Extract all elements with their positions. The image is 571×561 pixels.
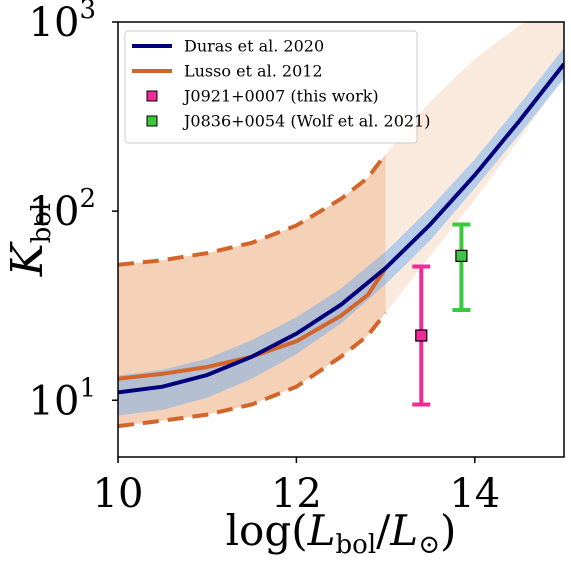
legend-label: Lusso et al. 2012 [184,62,323,81]
data-point-2 [452,222,471,313]
data-point-1 [412,264,431,407]
legend-label: J0836+0054 (Wolf et al. 2021) [182,112,430,131]
lusso-lower-dashed-line [118,311,388,429]
lusso-band [118,154,386,427]
legend-entry-1: Duras et al. 2020 [132,37,324,56]
y-axis-label: Kbol [2,203,57,278]
x-tick-label: 14 [449,471,500,517]
lusso-line [118,266,388,381]
legend-entry-2: Lusso et al. 2012 [132,62,323,81]
series-lines [118,62,564,429]
lusso-extension-band [385,22,564,313]
duras-band [118,47,564,416]
legend-label: J0921+0007 (this work) [182,87,379,106]
lusso-upper-dashed-line [118,152,388,267]
legend: Duras et al. 2020 Lusso et al. 2012 J0921+… [124,30,430,144]
x-tick-label: 10 [93,471,144,517]
y-tick-label: 102 [29,184,96,235]
duras-line [118,62,564,395]
legend-entry-3: J0921+0007 (this work) [146,87,379,106]
uncertainty-bands [118,22,564,427]
x-tick-label: 12 [271,471,322,517]
y-tick-label: 101 [29,373,96,424]
data-points [412,222,471,407]
legend-entry-4: J0836+0054 (Wolf et al. 2021) [146,112,430,131]
x-axis-label: log(Lbol/L⊙) [226,506,457,560]
legend-box [124,30,418,144]
legend-label: Duras et al. 2020 [184,37,324,56]
plot-frame [117,21,565,458]
axis-ticks: 10 12 14 101 102 103 [29,0,501,517]
y-tick-label: 103 [29,0,96,46]
